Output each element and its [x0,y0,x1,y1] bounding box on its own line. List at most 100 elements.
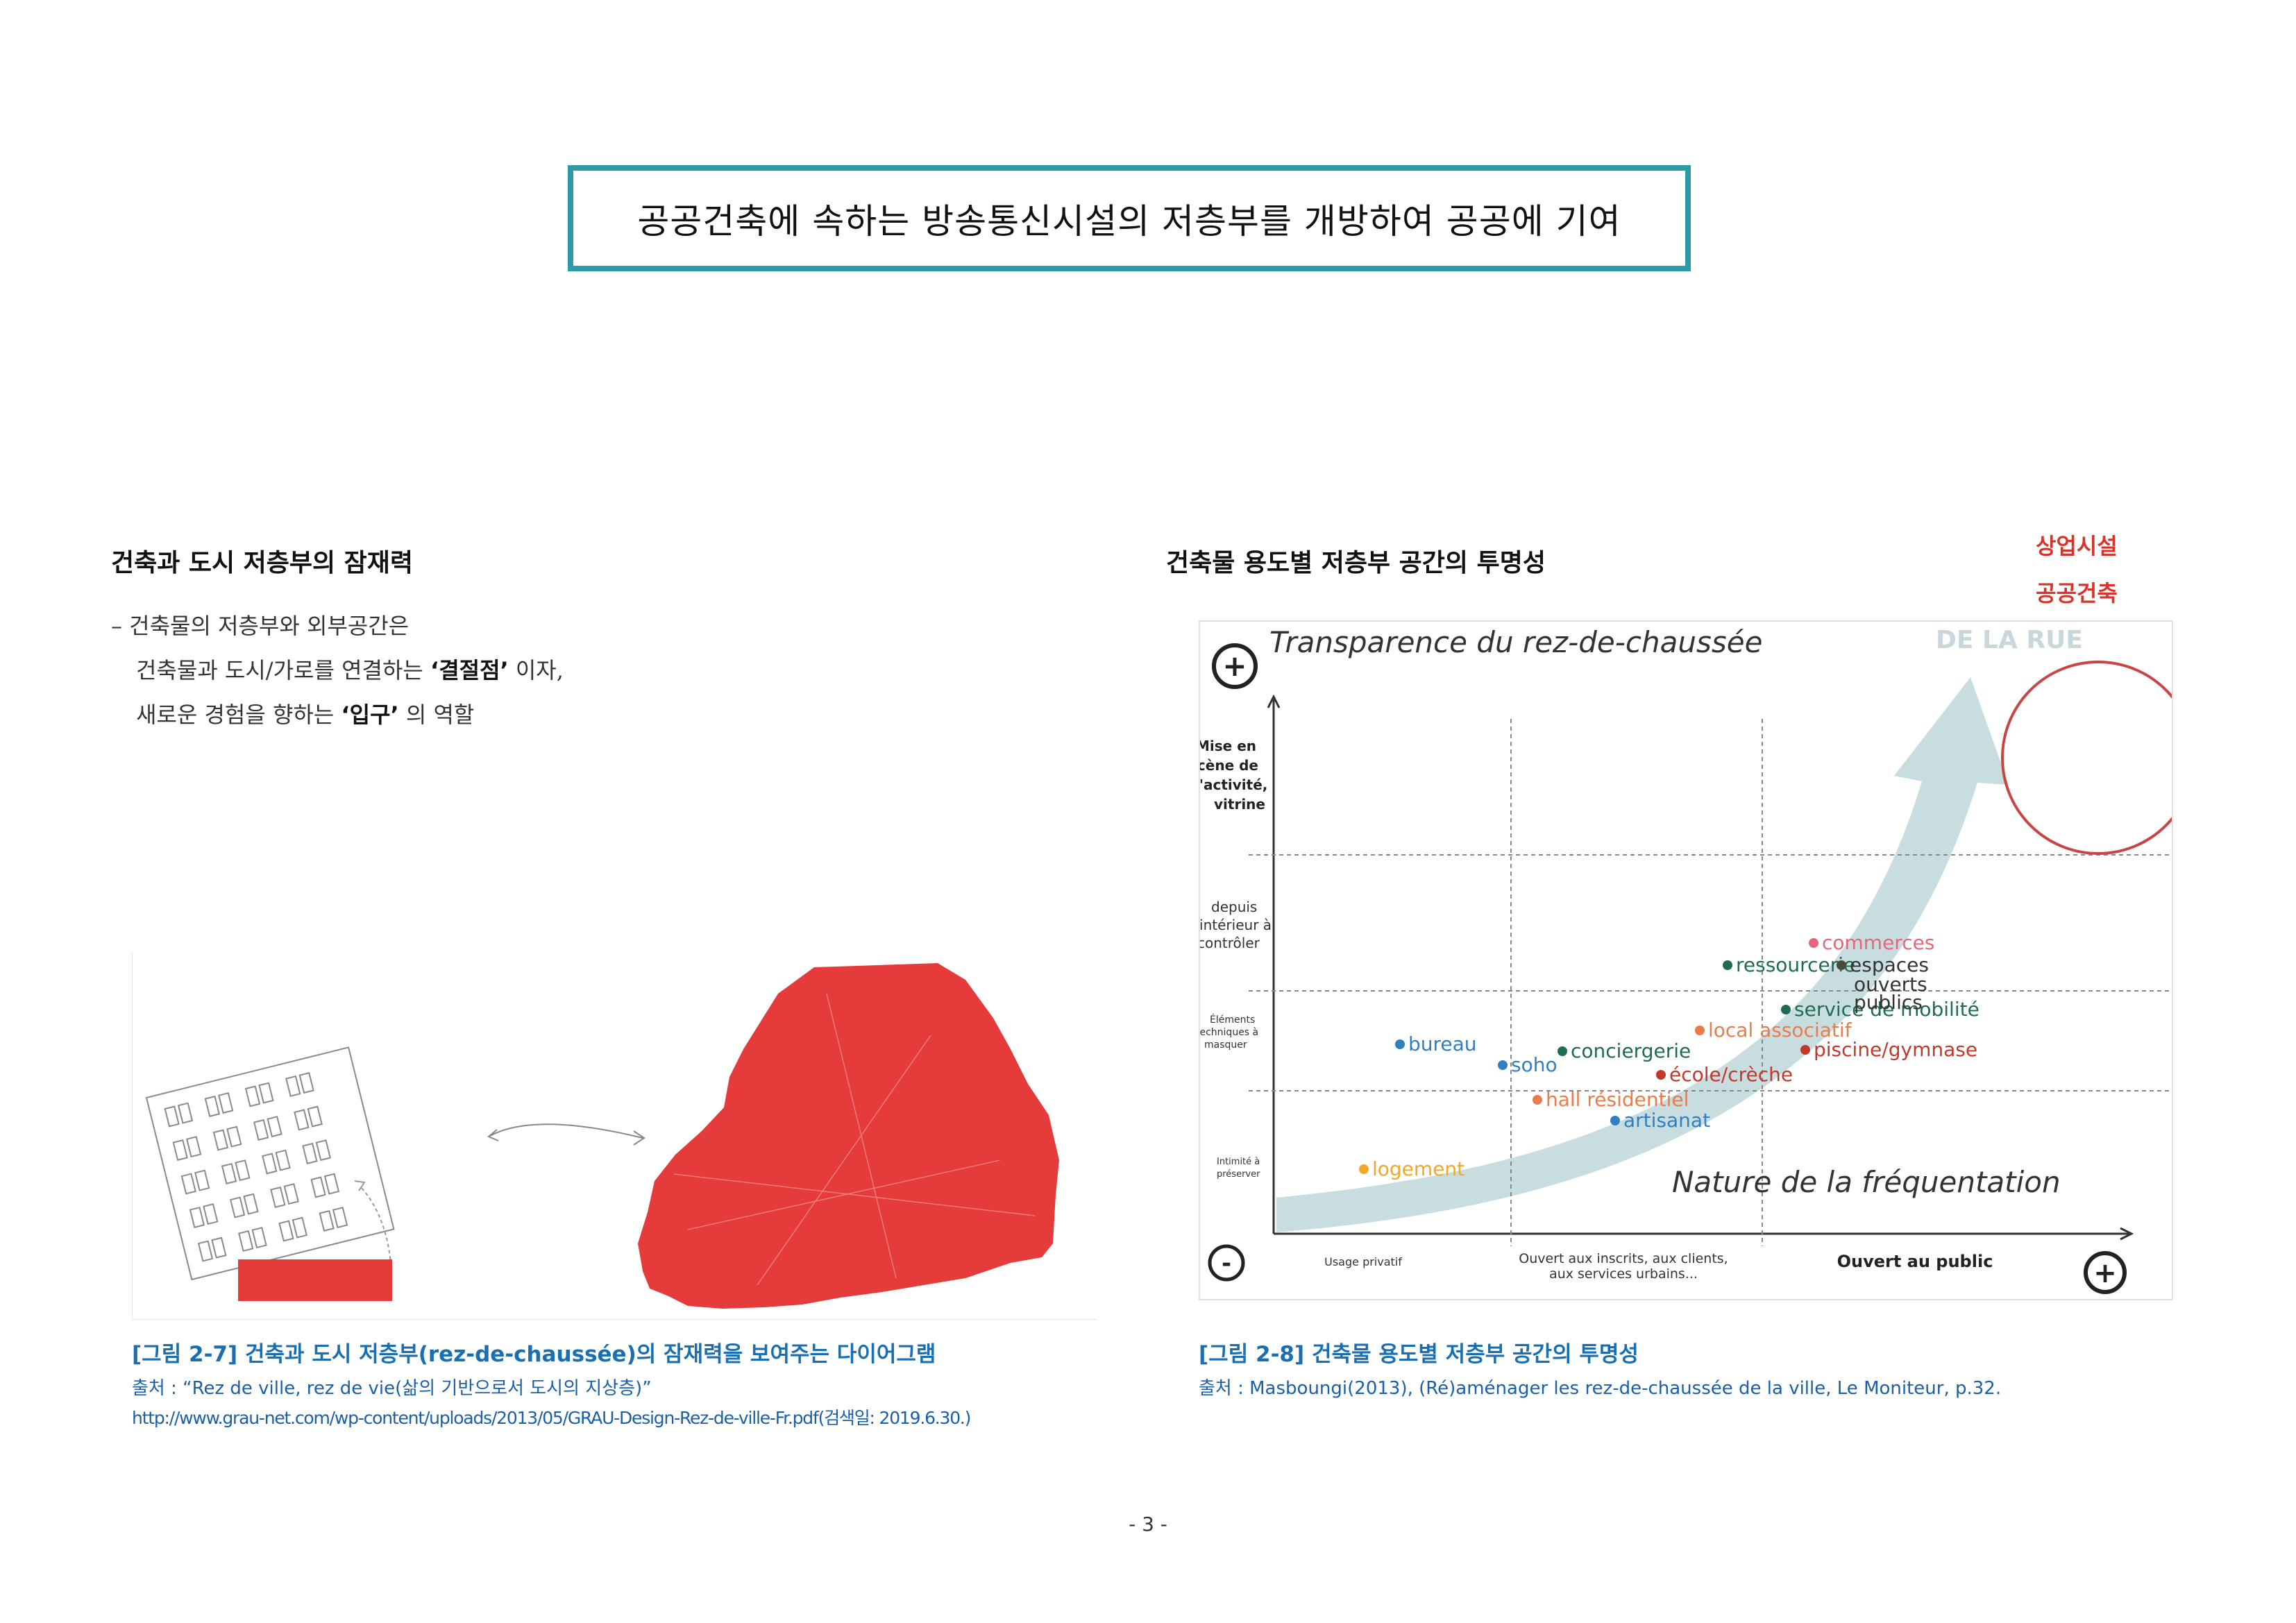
page-number: - 3 - [1129,1513,1167,1536]
svg-text:Éléments: Éléments [1210,1014,1255,1026]
point-label: publics [1854,991,1923,1014]
figure-2-7-caption: [그림 2-7] 건축과 도시 저층부(rez-de-chaussée)의 잠재… [132,1342,936,1367]
transparency-diagram: + - + Transparence du rez-de-chaussée DE… [1189,620,2195,1300]
x-axis-title: Nature de la fréquentation [1672,1165,2061,1199]
point-marker [1359,1164,1369,1174]
ground-floor-slab [238,1259,392,1301]
figure-2-8-caption: [그림 2-8] 건축물 용도별 저층부 공간의 투명성 [1199,1342,1639,1367]
diagram-corner-text: DE LA RUE [1936,626,2083,654]
y-label-showcase: Mise en scène de l'activité, vitrine [1189,738,1267,813]
link-arrow [489,1123,643,1139]
svg-text:-: - [1222,1250,1231,1277]
x-label-private: Usage privatif [1324,1255,1402,1268]
point-logement: logement [1359,1157,1464,1180]
point-label: ressourcerie [1736,953,1855,976]
point-label: ouverts [1854,973,1927,996]
y-label-intimacy: Intimité à préserver [1217,1157,1260,1180]
point-service-de-mobilite: service de mobilité [1781,998,1980,1021]
point-marker [1781,1005,1791,1014]
x-label-members: Ouvert aux inscrits, aux clients, [1519,1251,1728,1266]
grid-lines [1249,719,2172,1246]
body-line-2: 건축물과 도시/가로를 연결하는 ‘결절점’ 이자, [136,657,564,683]
point-conciergerie: conciergerie [1558,1039,1691,1062]
point-commerces: commerces [1809,931,1934,954]
point-ouverts: ouverts [1854,973,1927,996]
highlight-circle [2001,661,2195,855]
point-espaces: espaces [1837,953,1929,976]
svg-text:contrôler: contrôler [1200,935,1260,951]
rez-de-chaussee-diagram [132,952,1097,1320]
point-local-associatif: local associatif [1695,1019,1852,1042]
point-label: espaces [1850,953,1929,976]
minus-icon: - [1208,1244,1245,1282]
svg-text:l'intérieur à: l'intérieur à [1200,917,1272,933]
body-line-3: 새로운 경험을 향하는 ‘입구’ 의 역할 [136,702,475,728]
point-label: logement [1372,1157,1464,1180]
x-label-public: Ouvert au public [1837,1252,1993,1271]
plus-top-icon: + [1212,643,1258,689]
point-label: local associatif [1708,1019,1852,1042]
header-title-box: 공공건축에 속하는 방송통신시설의 저층부를 개방하여 공공에 기여 [568,165,1691,271]
building-icon [145,1046,395,1281]
y-label-technical: Éléments techniques à masquer [1196,1014,1258,1051]
point-marker [1610,1116,1620,1125]
point-publics: publics [1854,991,1923,1014]
rotation-arc [361,1187,391,1264]
link-arrow-right-head [633,1130,645,1146]
point-bureau: bureau [1395,1033,1477,1055]
point-label: école/crèche [1669,1063,1793,1086]
point-ressourcerie: ressourcerie [1723,953,1855,976]
point-label: piscine/gymnase [1814,1038,1977,1061]
svg-text:+: + [1222,649,1247,683]
figure-2-7-url: http://www.grau-net.com/wp-content/uploa… [132,1408,971,1428]
point-marker [1395,1039,1405,1049]
point-label: service de mobilité [1794,998,1980,1021]
point-soho: soho [1498,1053,1558,1076]
point-label: soho [1511,1053,1558,1076]
x-label-urban-services: aux services urbains... [1549,1266,1698,1282]
point-marker [1695,1026,1705,1035]
keyword-node: ‘결절점’ [430,657,509,683]
figure-2-8-source: 출처 : Masboungi(2013), (Ré)aménager les r… [1199,1378,2002,1399]
body-line-1: – 건축물의 저층부와 외부공간은 [111,613,410,639]
point-marker [1533,1095,1542,1105]
point-label: conciergerie [1571,1039,1691,1062]
point-marker [1809,938,1818,948]
rotation-arrow-head [354,1180,366,1191]
right-section-heading: 건축물 용도별 저층부 공간의 투명성 [1166,549,1546,577]
y-axis-arrow [1267,694,1281,708]
point-marker [1656,1070,1666,1080]
svg-text:masquer: masquer [1204,1039,1247,1051]
svg-text:scène de: scène de [1200,757,1258,774]
point-label: bureau [1408,1033,1477,1055]
frequentation-arrow [1276,677,2009,1232]
svg-text:vitrine: vitrine [1214,796,1265,813]
point-marker [1723,960,1732,970]
diagram-title: Transparence du rez-de-chaussée [1269,625,1762,659]
x-axis-arrow [2120,1227,2134,1241]
y-label-control: depuis l'intérieur à contrôler [1192,899,1272,951]
svg-text:préserver: préserver [1217,1169,1260,1180]
point-label: hall résidentiel [1546,1088,1689,1111]
city-street-lines [673,993,1036,1286]
svg-text:Intimité à: Intimité à [1217,1157,1260,1167]
point-marker [1498,1060,1508,1070]
svg-text:depuis: depuis [1211,899,1257,915]
left-body-text: – 건축물의 저층부와 외부공간은 건축물과 도시/가로를 연결하는 ‘결절점’… [111,604,564,737]
point-label: artisanat [1623,1109,1710,1132]
point-ecole-creche: école/crèche [1656,1063,1793,1086]
legend-public-architecture: 공공건축 [2036,580,2118,606]
svg-text:Mise en: Mise en [1200,738,1256,754]
point-marker [1558,1046,1567,1056]
header-title: 공공건축에 속하는 방송통신시설의 저층부를 개방하여 공공에 기여 [637,201,1621,241]
point-hall-residentiel: hall résidentiel [1533,1088,1689,1111]
point-artisanat: artisanat [1610,1109,1710,1132]
point-marker [1837,960,1846,970]
left-section-heading: 건축과 도시 저층부의 잠재력 [111,549,414,577]
svg-text:techniques à: techniques à [1200,1027,1258,1038]
diagram-svg [145,963,1059,1309]
svg-text:l'activité,: l'activité, [1200,776,1267,793]
legend-commercial: 상업시설 [2036,533,2118,559]
transparency-svg: + - + Transparence du rez-de-chaussée DE… [1189,625,2195,1294]
